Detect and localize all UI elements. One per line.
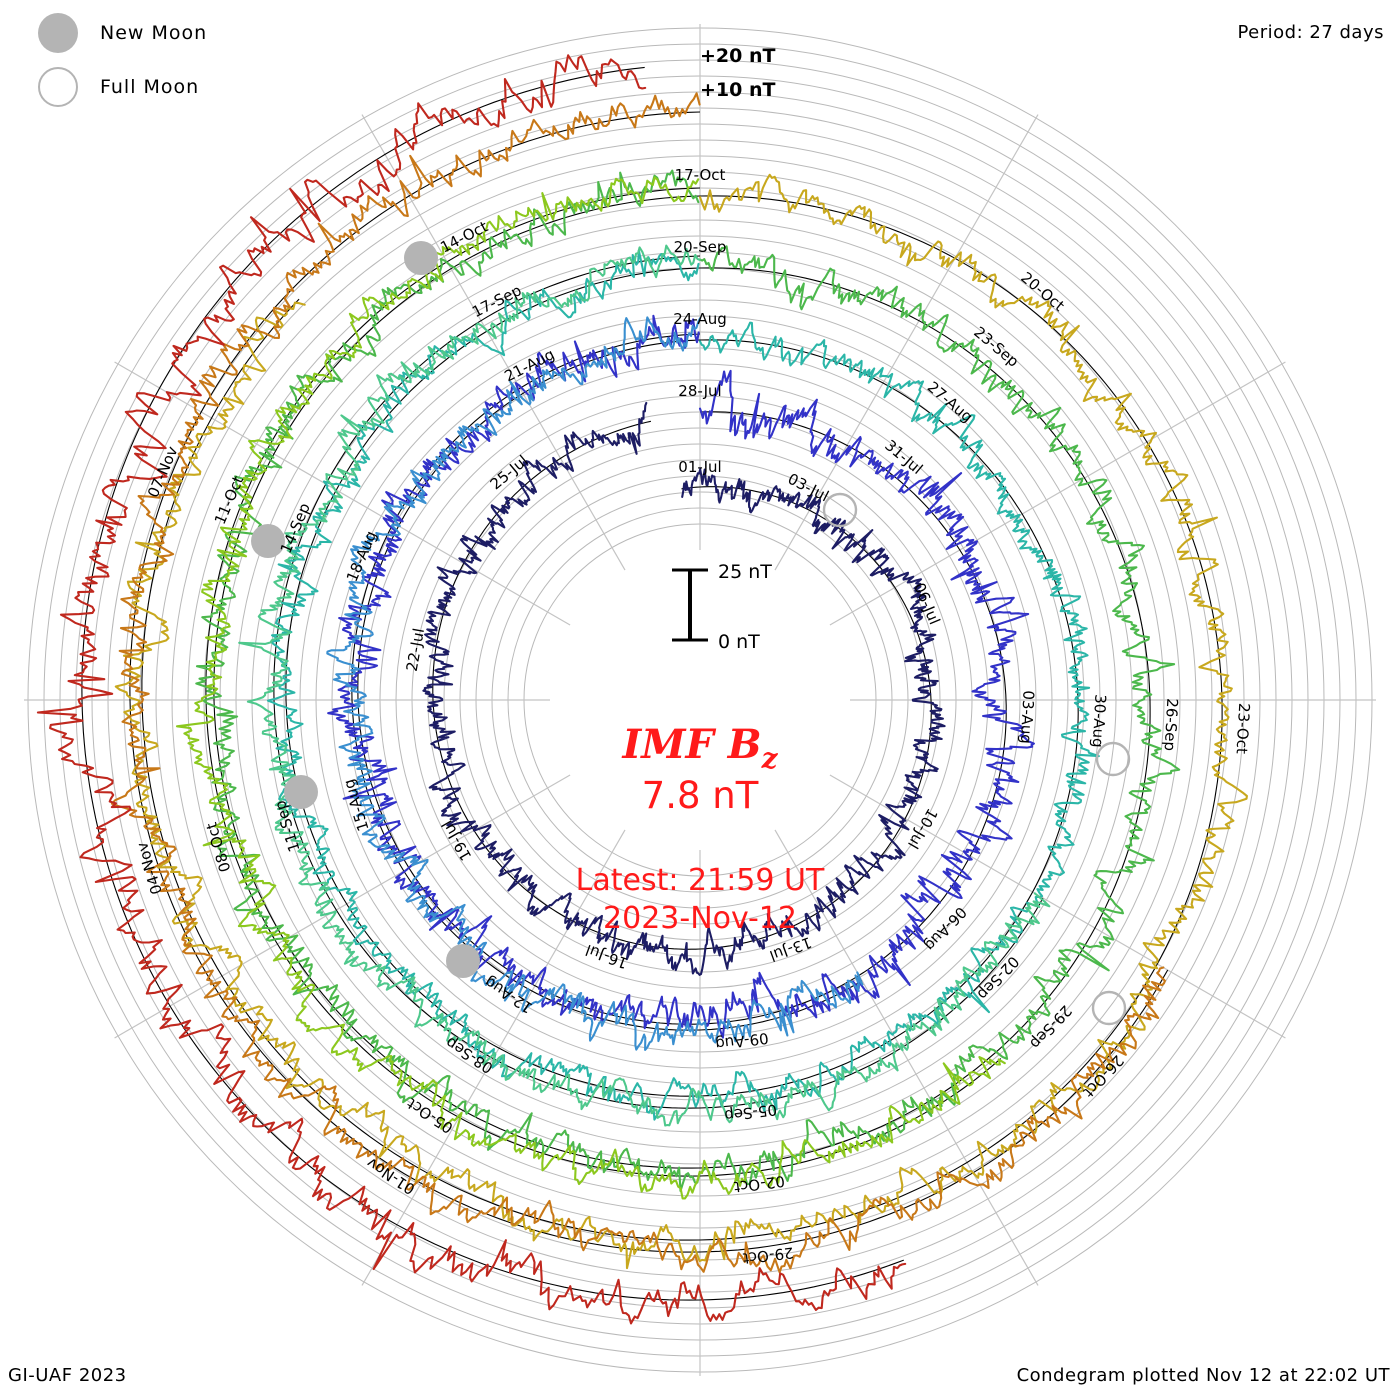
date-tick-label: 28-Jul: [678, 382, 721, 400]
center-latest-time: Latest: 21:59 UT: [576, 863, 825, 898]
legend-label-new-moon: New Moon: [100, 22, 208, 44]
center-quantity-text: IMF B: [621, 721, 761, 768]
date-tick-label: 05-Sep: [723, 1100, 778, 1124]
date-tick-label: 17-Oct: [675, 166, 726, 184]
date-tick-label: 29-Oct: [742, 1243, 795, 1267]
date-tick-label: 10-Jul: [904, 805, 941, 852]
full-moon-icon: [38, 67, 78, 107]
date-tick-label: 23-Oct: [1233, 703, 1254, 755]
period-label: Period: 27 days: [1237, 22, 1384, 43]
date-tick-label: 06-Aug: [921, 903, 971, 954]
center-readout: IMF Bz 7.8 nT Latest: 21:59 UT 2023-Nov-…: [576, 721, 825, 936]
date-tick-label: 24-Aug: [673, 310, 726, 328]
center-latest-date: 2023-Nov-12: [603, 901, 797, 936]
date-tick-label: 14-Sep: [277, 500, 314, 556]
moon-markers: [251, 241, 1131, 1026]
legend-item-full-moon: Full Moon: [20, 60, 207, 114]
scale-bottom-label: 0 nT: [718, 631, 760, 653]
credit-label: GI-UAF 2023: [8, 1365, 127, 1386]
date-tick-label: 02-Oct: [733, 1172, 786, 1196]
scale-top-label: 25 nT: [718, 561, 772, 583]
center-quantity: IMF Bz: [621, 721, 778, 775]
date-tick-label: 20-Oct: [1017, 268, 1068, 315]
legend-label-full-moon: Full Moon: [100, 76, 200, 98]
date-tick-label: 22-Jul: [403, 627, 428, 673]
center-quantity-subscript: z: [761, 742, 779, 775]
radial-label-20nT: +20 nT: [700, 45, 776, 67]
date-tick-label: 29-Sep: [1026, 1002, 1075, 1053]
date-tick-label: 20-Sep: [674, 238, 727, 256]
scale-bar: 25 nT 0 nT: [672, 561, 772, 653]
moon-legend: New Moon Full Moon: [20, 6, 207, 114]
date-tick-label: 30-Aug: [1089, 694, 1110, 748]
legend-item-new-moon: New Moon: [20, 6, 207, 60]
data-traces: [36, 54, 1248, 1325]
date-tick-label: 25-Jul: [487, 452, 532, 494]
center-value: 7.8 nT: [642, 774, 759, 817]
date-tick-label: 03-Aug: [1017, 690, 1038, 744]
date-tick-label: 26-Sep: [1161, 698, 1182, 752]
date-tick-label: 13-Jul: [767, 933, 814, 965]
radial-label-10nT: +10 nT: [700, 79, 776, 101]
plotted-timestamp: Condegram plotted Nov 12 at 22:02 UT: [1016, 1365, 1390, 1386]
date-tick-label: 21-Aug: [502, 345, 558, 385]
new-moon-icon: [38, 13, 78, 53]
date-tick-label: 01-Jul: [678, 458, 721, 476]
